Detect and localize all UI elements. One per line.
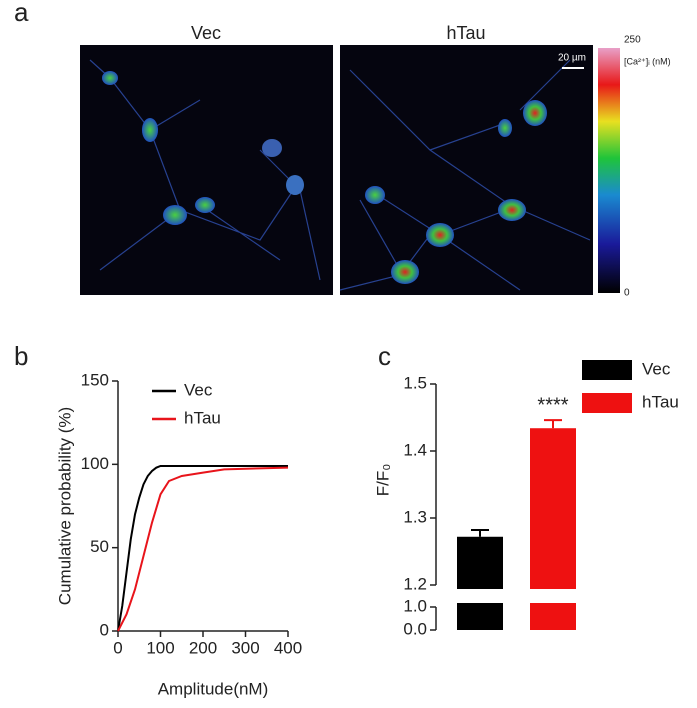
y-tick-label: 1.5 bbox=[403, 373, 427, 392]
y-tick-label: 1.2 bbox=[403, 574, 427, 593]
y-tick-label: 100 bbox=[81, 454, 109, 473]
y-tick-label: 150 bbox=[81, 370, 109, 389]
colorbar-label: [Ca²⁺]ᵢ (nM) bbox=[624, 56, 671, 66]
axis-break-gap bbox=[529, 589, 577, 603]
x-tick-label: 200 bbox=[189, 638, 217, 657]
y-axis-label: F/F₀ bbox=[373, 464, 392, 497]
image-title: Vec bbox=[191, 23, 221, 43]
panel-label: c bbox=[378, 341, 391, 371]
legend-label: Vec bbox=[642, 359, 671, 378]
panel-label: b bbox=[14, 341, 28, 371]
colorbar-tick-label: 0 bbox=[624, 288, 630, 299]
micrograph bbox=[80, 45, 333, 295]
x-tick-label: 300 bbox=[231, 638, 259, 657]
cells bbox=[102, 71, 547, 284]
legend-label: Vec bbox=[184, 380, 213, 399]
y-tick-label: 0 bbox=[100, 620, 109, 639]
colorbar bbox=[598, 48, 620, 293]
cdf-line bbox=[117, 466, 289, 632]
micrograph bbox=[340, 45, 593, 295]
legend-swatch bbox=[582, 393, 632, 413]
y-axis-label: Cumulative probability (%) bbox=[55, 407, 74, 605]
y-tick-label: 1.4 bbox=[403, 440, 427, 459]
y-tick-label: 1.0 bbox=[403, 596, 427, 615]
legend-label: hTau bbox=[642, 392, 679, 411]
bar bbox=[457, 536, 503, 630]
image-title: hTau bbox=[446, 23, 485, 43]
y-tick-label: 1.3 bbox=[403, 507, 427, 526]
x-tick-label: 100 bbox=[146, 638, 174, 657]
legend-swatch bbox=[582, 360, 632, 380]
significance: **** bbox=[537, 394, 568, 416]
x-tick-label: 0 bbox=[113, 638, 122, 657]
y-tick-label: 50 bbox=[90, 537, 109, 556]
panel-label: a bbox=[14, 0, 29, 27]
axis-break-gap bbox=[456, 589, 504, 603]
x-tick-label: 400 bbox=[274, 638, 302, 657]
colorbar-tick-label: 250 bbox=[624, 35, 641, 46]
y-tick-label: 0.0 bbox=[403, 619, 427, 638]
cdf-line bbox=[117, 465, 288, 632]
legend-label: hTau bbox=[184, 408, 221, 427]
x-axis-label: Amplitude(nM) bbox=[158, 679, 269, 698]
scale-bar-label: 20 µm bbox=[558, 53, 586, 64]
